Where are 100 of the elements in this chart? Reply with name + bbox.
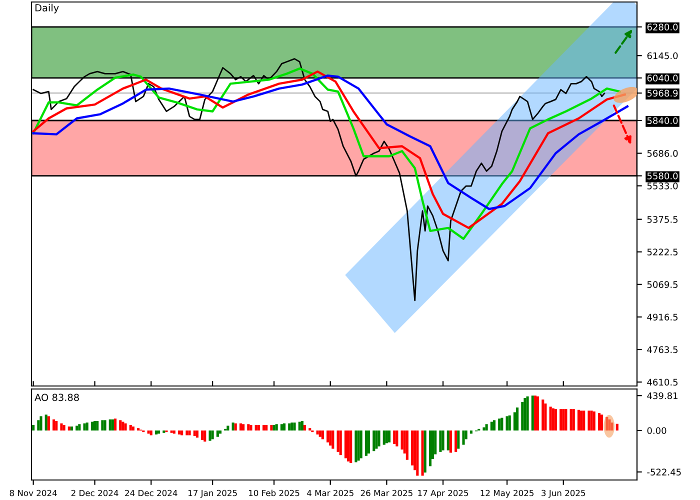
bar [329, 430, 332, 446]
bar [428, 430, 432, 466]
bar [154, 430, 158, 434]
bar [132, 426, 134, 430]
bar [357, 430, 360, 461]
y-tick-label: 5840.0 [647, 117, 678, 124]
x-tick-label: 4 Mar 2025 [307, 490, 354, 496]
bar [339, 430, 342, 456]
bar [204, 430, 206, 442]
bar [598, 413, 601, 430]
bar [508, 415, 511, 430]
x-tick-label: 17 Jan 2025 [188, 490, 237, 498]
bar [52, 419, 56, 430]
bar [250, 424, 252, 430]
bar [549, 406, 552, 430]
line-series [32, 74, 629, 210]
bar [216, 430, 219, 437]
bar [280, 424, 283, 430]
bar [396, 430, 398, 446]
bar [526, 396, 529, 430]
y-tick-label: 5222.5 [647, 248, 678, 256]
y-tick-label: 4610.5 [647, 378, 678, 386]
bar [262, 424, 266, 430]
bar [293, 422, 296, 430]
bar [560, 409, 562, 430]
bar [186, 430, 188, 436]
bar [577, 410, 580, 430]
bar [544, 404, 547, 430]
bar [554, 409, 557, 430]
bar [482, 427, 486, 430]
bar [590, 410, 593, 430]
bar [536, 396, 540, 430]
y-tick-label: 5686.0 [647, 150, 678, 157]
bar [170, 430, 173, 433]
bar [498, 418, 501, 430]
y-tick-label: 5580.0 [647, 172, 678, 180]
x-tick-label: 24 Dec 2024 [125, 490, 178, 496]
bar [150, 430, 152, 436]
bar [400, 430, 404, 450]
bar [421, 430, 424, 476]
y-tick-label: 4916.5 [647, 314, 678, 321]
bar [332, 430, 334, 449]
bar [188, 430, 191, 436]
bar [442, 430, 444, 450]
bar [70, 426, 74, 430]
y-tick-label: 5069.5 [647, 281, 678, 288]
bar [531, 396, 534, 430]
y-tick-label: 4763.5 [647, 346, 678, 354]
x-tick-label: 12 May 2025 [480, 490, 534, 498]
bar [290, 422, 294, 430]
bar [592, 411, 596, 430]
bar [172, 430, 176, 434]
bar [385, 430, 388, 444]
bar [275, 424, 278, 430]
bar [40, 416, 42, 430]
bar [119, 420, 122, 430]
bar [122, 422, 124, 430]
bar [449, 430, 452, 453]
x-tick-label: 3 Jun 2025 [542, 490, 586, 498]
bar [490, 422, 493, 430]
bar [588, 410, 590, 430]
bar [104, 420, 106, 430]
y-tick-label: 6145.0 [647, 52, 678, 60]
bar [44, 414, 48, 430]
bar [372, 430, 376, 452]
bar [83, 423, 86, 430]
bar [108, 419, 112, 430]
bar [378, 430, 380, 446]
bar [521, 402, 524, 430]
bar [462, 430, 465, 445]
bar [96, 420, 99, 430]
y-tick-label: 0.00 [647, 427, 666, 434]
bar [516, 407, 519, 430]
bar [321, 430, 324, 440]
y-tick-label: 5533.0 [647, 182, 678, 190]
y-tick-label: 6040.0 [647, 74, 678, 82]
bar [572, 409, 575, 430]
bar [610, 422, 614, 430]
bar [562, 409, 565, 430]
y-tick-label: 5375.5 [647, 216, 678, 223]
bar [600, 414, 604, 430]
bar [234, 423, 237, 430]
bar [47, 416, 50, 430]
bar [90, 422, 94, 430]
bar [570, 409, 572, 430]
bar [257, 424, 260, 430]
bar [457, 430, 460, 449]
bar [406, 430, 408, 460]
chart-title: Daily [35, 4, 59, 14]
bar [298, 422, 301, 430]
bar [114, 418, 117, 430]
bar [382, 430, 386, 445]
bar [500, 418, 504, 430]
bar [129, 424, 132, 430]
x-tick-label: 2 Dec 2024 [71, 490, 118, 496]
bar [454, 430, 458, 452]
bar [506, 416, 508, 430]
bar [218, 430, 222, 434]
bar [608, 419, 611, 430]
y-tick-label: 5968.9 [647, 90, 678, 97]
